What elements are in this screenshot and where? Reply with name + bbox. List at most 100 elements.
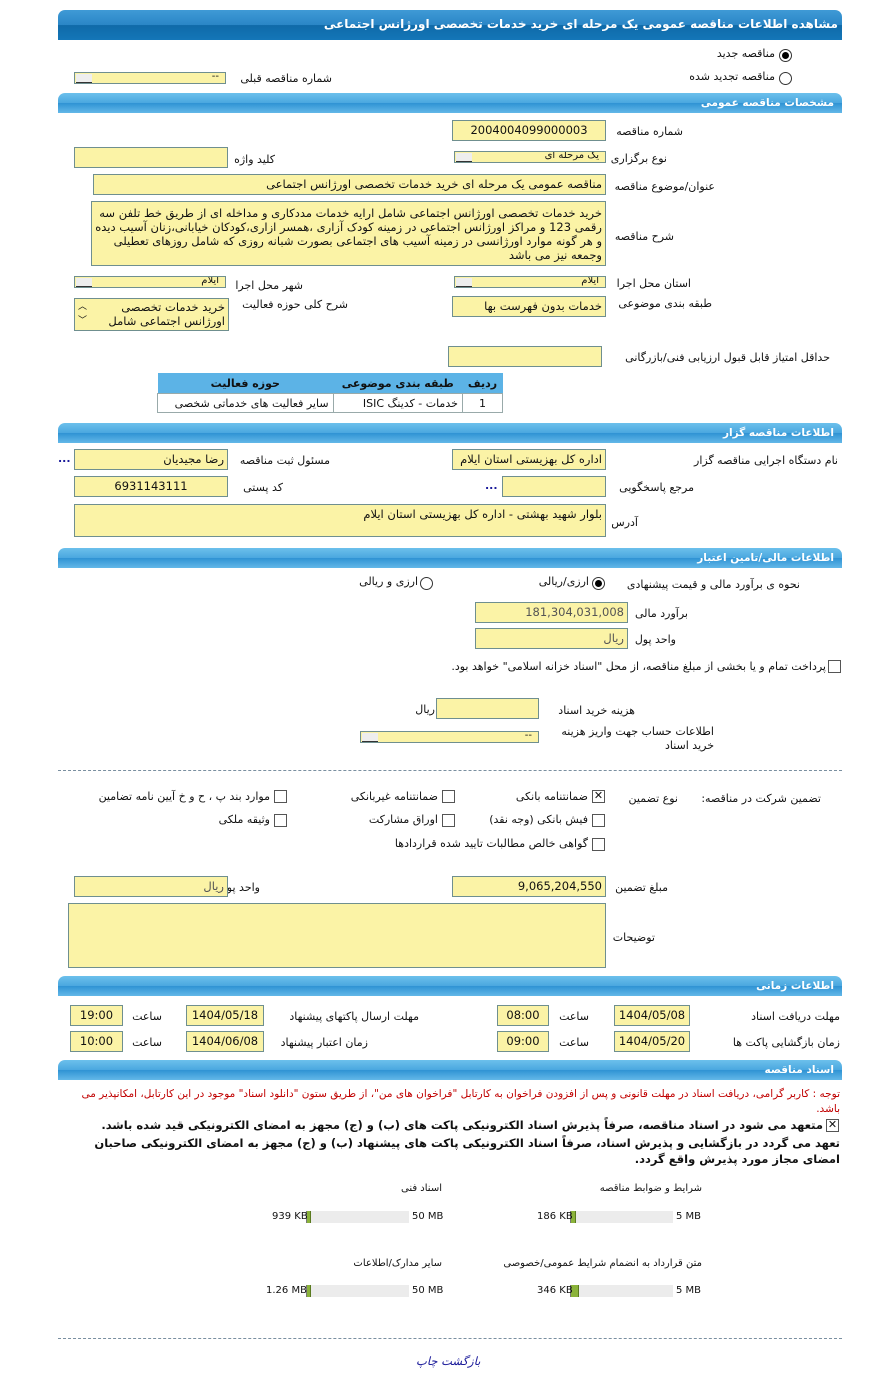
estimate-field[interactable]: 181,304,031,008 [475, 602, 628, 623]
keyword-label: کلید واژه [234, 153, 275, 166]
doc-deadline-time[interactable]: 08:00 [497, 1005, 549, 1026]
min-score-field[interactable] [448, 346, 602, 367]
file-label: سایر مدارک/اطلاعات [353, 1258, 442, 1269]
holding-type-select[interactable]: یک مرحله ای [454, 151, 606, 163]
section-organizer: اطلاعات مناقصه گزار [58, 423, 842, 443]
renewed-tender-radio[interactable] [779, 72, 792, 85]
bonds-label: اوراق مشارکت [368, 813, 438, 826]
activity-value: خرید خدمات تخصصی اورژانس اجتماعی شامل [108, 300, 225, 328]
cell: 1 [461, 393, 504, 413]
clause-items-checkbox[interactable] [274, 790, 287, 803]
account-value: -- [524, 731, 532, 741]
responsible-more-link[interactable]: ... [58, 452, 71, 465]
col-category: طبقه بندی موضوعی [333, 373, 463, 394]
doc-cost-field[interactable] [436, 698, 539, 719]
file-size[interactable]: 186 KB [537, 1211, 573, 1222]
dropdown-icon [456, 153, 472, 162]
time-label: ساعت [559, 1010, 589, 1023]
org-label: نام دستگاه اجرایی مناقصه گزار [694, 454, 838, 467]
print-link[interactable]: چاپ [416, 1354, 438, 1368]
tender-number-field[interactable]: 2004004099000003 [452, 120, 606, 141]
account-select[interactable]: -- [360, 731, 539, 743]
reference-field[interactable] [502, 476, 606, 497]
nonbank-guarantee-label: ضمانتنامه غیربانکی [350, 790, 438, 803]
guarantee-type-label: نوع تضمین [628, 792, 678, 805]
validity-label: زمان اعتبار پیشنهاد [280, 1036, 368, 1049]
commit-text-1: متعهد می شود در اسناد مناقصه، صرفاً پذیر… [101, 1118, 823, 1132]
opening-time[interactable]: 09:00 [497, 1031, 549, 1052]
validity-date[interactable]: 1404/06/08 [186, 1031, 264, 1052]
opening-date[interactable]: 1404/05/20 [614, 1031, 690, 1052]
file-max: 5 MB [676, 1211, 702, 1222]
keyword-field[interactable] [74, 147, 228, 168]
claims-certificate-checkbox[interactable] [592, 838, 605, 851]
currency-rial-radio[interactable] [592, 577, 605, 590]
nonbank-guarantee-checkbox[interactable] [442, 790, 455, 803]
file-label: شرایط و ضوابط مناقصه [599, 1183, 702, 1194]
commit-checkbox[interactable]: ✕ [826, 1118, 839, 1132]
treasury-checkbox[interactable] [828, 660, 841, 673]
file-max: 50 MB [412, 1285, 444, 1296]
province-select[interactable]: ایلام [454, 276, 606, 288]
bank-receipt-checkbox[interactable] [592, 814, 605, 827]
file-size[interactable]: 939 KB [272, 1211, 308, 1222]
time-label: ساعت [132, 1036, 162, 1049]
prev-number-label: شماره مناقصه قبلی [240, 72, 332, 85]
holding-type-label: نوع برگزاری [610, 152, 667, 165]
section-timing: اطلاعات زمانی [58, 976, 842, 996]
prev-number-value: -- [211, 72, 219, 82]
activity-listbox[interactable]: خرید خدمات تخصصی اورژانس اجتماعی شامل ︿ ﹀ [74, 298, 229, 331]
currency-and-rial-label: ارزی و ریالی [359, 575, 418, 588]
category-field[interactable]: خدمات بدون فهرست بها [452, 296, 606, 317]
bonds-checkbox[interactable] [442, 814, 455, 827]
time-label: ساعت [132, 1010, 162, 1023]
reference-more-link[interactable]: ... [485, 479, 498, 492]
responsible-field[interactable]: رضا مجیدیان [74, 449, 228, 470]
property-collateral-checkbox[interactable] [274, 814, 287, 827]
currency-and-rial-radio[interactable] [420, 577, 433, 590]
currency-field[interactable]: ریال [475, 628, 628, 649]
submit-deadline-label: مهلت ارسال پاکتهای پیشنهاد [289, 1010, 419, 1023]
cell: سایر فعالیت های خدماتی شخصی [157, 393, 334, 413]
postal-field[interactable]: 6931143111 [74, 476, 228, 497]
scroll-arrows-icon[interactable]: ︿ ﹀ [78, 302, 88, 326]
currency-label: واحد پول [634, 633, 676, 646]
doc-deadline-date[interactable]: 1404/05/08 [614, 1005, 690, 1026]
new-tender-radio[interactable] [779, 49, 792, 62]
currency-rial-label: ارزی/ریالی [538, 575, 589, 588]
responsible-label: مسئول ثبت مناقصه [239, 454, 330, 467]
file-progress-fill [307, 1211, 312, 1223]
address-label: آدرس [611, 516, 638, 529]
prev-number-select[interactable]: -- [74, 72, 226, 84]
bank-guarantee-checkbox[interactable]: ✕ [592, 789, 605, 803]
submit-deadline-time[interactable]: 19:00 [70, 1005, 123, 1026]
activity-table: ردیف طبقه بندی موضوعی حوزه فعالیت 1 خدمات -… [157, 373, 504, 413]
submit-deadline-date[interactable]: 1404/05/18 [186, 1005, 264, 1026]
back-link[interactable]: بازگشت [441, 1354, 481, 1368]
bank-receipt-label: فیش بانکی (وجه نقد) [489, 813, 588, 826]
opening-label: زمان بازگشایی پاکت ها [732, 1036, 840, 1049]
org-field[interactable]: اداره کل بهزیستی استان ایلام [452, 449, 606, 470]
page-title: مشاهده اطلاعات مناقصه عمومی یک مرحله ای … [58, 10, 842, 40]
address-field[interactable]: بلوار شهید بهشتی - اداره کل بهزیستی استا… [74, 504, 606, 537]
guarantee-currency-label: واحد پول [218, 881, 260, 894]
city-select[interactable]: ایلام [74, 276, 226, 288]
section-finance: اطلاعات مالی/تامین اعتبار [58, 548, 842, 568]
estimate-method-label: نحوه ی برآورد مالی و قیمت پیشنهادی [626, 578, 800, 591]
notes-label: توضیحات [612, 931, 655, 944]
file-size[interactable]: 346 KB [537, 1285, 573, 1296]
file-max: 5 MB [676, 1285, 702, 1296]
clause-items-label: موارد بند پ ، ح و خ آیین نامه تضامین [98, 790, 270, 803]
file-progress-bar [570, 1285, 673, 1297]
subject-field[interactable]: مناقصه عمومی یک مرحله ای خرید خدمات تخصص… [93, 174, 606, 195]
documents-note: توجه : کاربر گرامی، دریافت اسناد در مهلت… [81, 1088, 840, 1115]
min-score-label: حداقل امتیاز قابل قبول ارزیابی فنی/بازرگ… [625, 351, 830, 364]
commit-text-2: تعهد می گردد در بازگشایی و پذیرش اسناد، … [94, 1136, 840, 1166]
guarantee-amount-field[interactable]: 9,065,204,550 [452, 876, 606, 897]
description-field[interactable]: خرید خدمات تخصصی اورژانس اجتماعی شامل ار… [91, 201, 606, 266]
file-size[interactable]: 1.26 MB [266, 1285, 307, 1296]
city-value: ایلام [201, 276, 219, 286]
validity-time[interactable]: 10:00 [70, 1031, 123, 1052]
guarantee-currency-field[interactable]: ریال [74, 876, 228, 897]
notes-field[interactable] [68, 903, 606, 968]
